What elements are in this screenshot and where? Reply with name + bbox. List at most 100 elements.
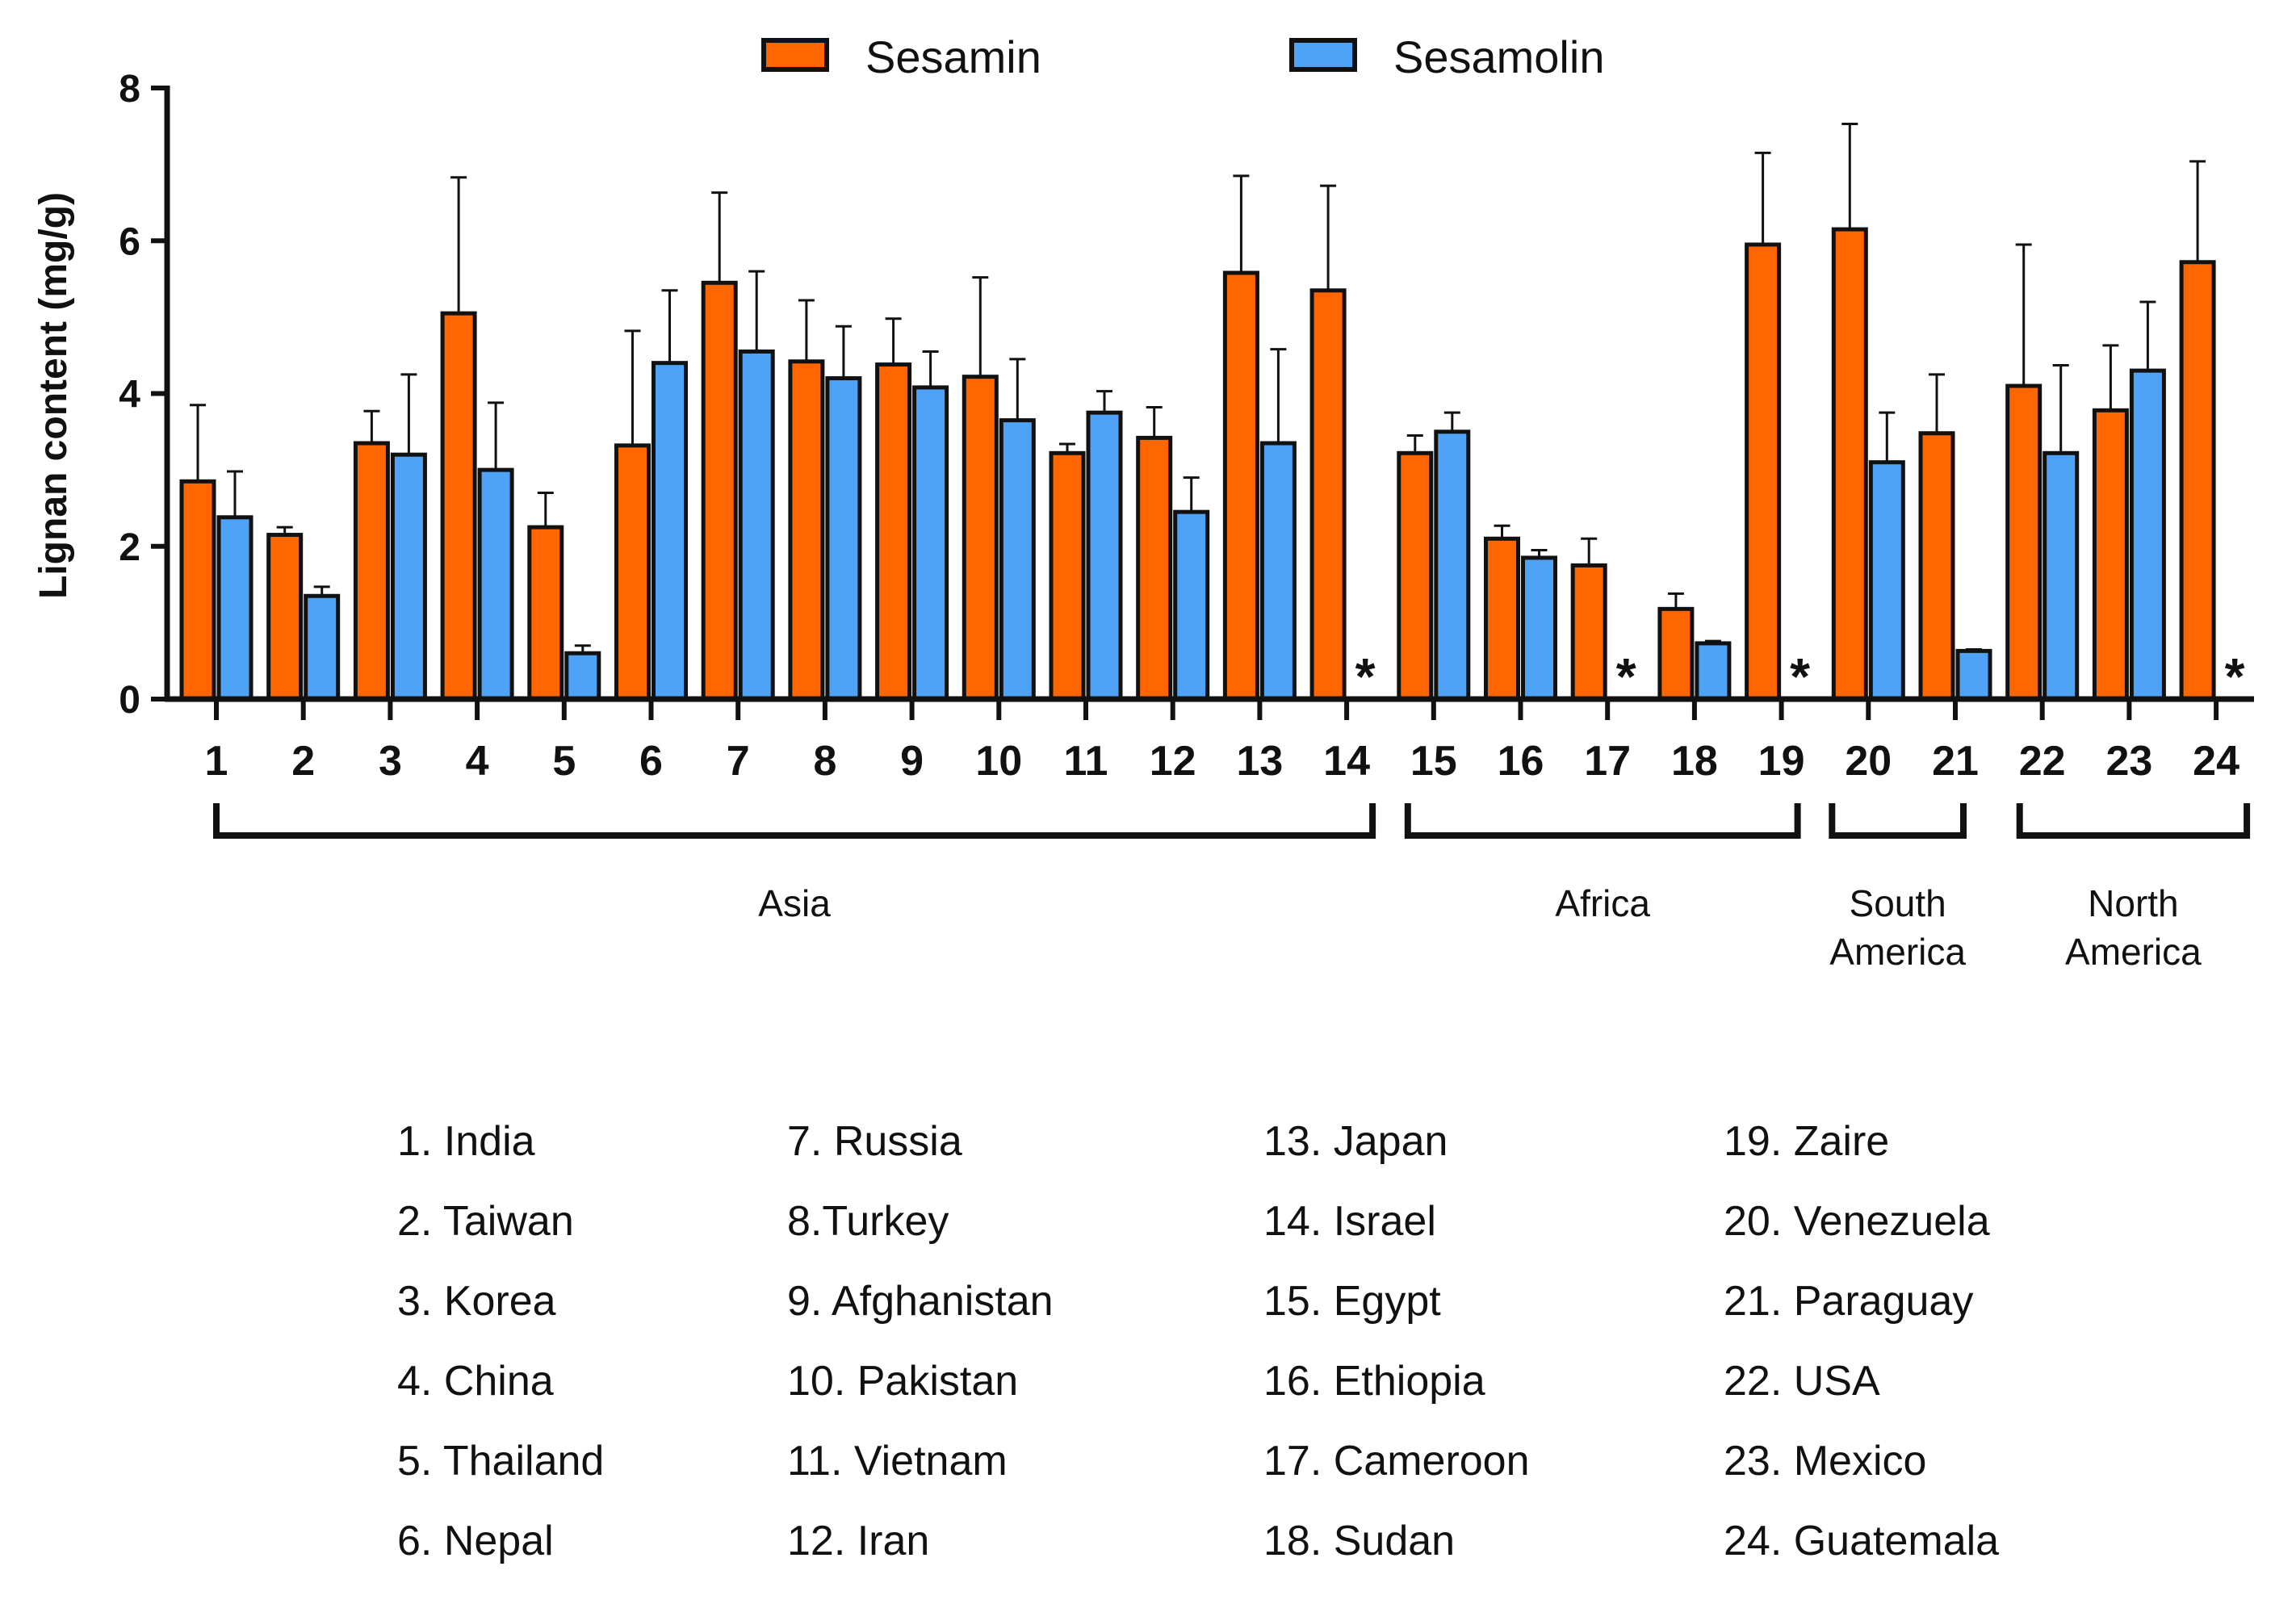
y-tick-label: 6 [119, 220, 140, 263]
sesamin-bar [266, 533, 304, 701]
country-legend-entry: 3. Korea [397, 1278, 556, 1325]
error-bars [190, 122, 2206, 654]
sesamolin-bar [1434, 429, 1471, 701]
sesamolin-bar [999, 418, 1036, 701]
sesamolin-bar [564, 651, 601, 701]
country-legend-entry: 2. Taiwan [397, 1198, 574, 1245]
bars [179, 227, 2216, 701]
country-legend-entry: 11. Vietnam [787, 1438, 1008, 1485]
country-legend-entry: 9. Afghanistan [787, 1278, 1054, 1325]
country-legend-entry: 22. USA [1724, 1358, 1880, 1405]
region-label: America [2065, 931, 2202, 973]
country-legend-entry: 10. Pakistan [787, 1358, 1019, 1405]
sesamin-bar [179, 479, 216, 701]
country-legend-entry: 24. Guatemala [1724, 1518, 2000, 1564]
country-legend-entry: 13. Japan [1263, 1118, 1448, 1165]
x-tick-label: 17 [1584, 738, 1631, 785]
x-tick-label: 8 [813, 738, 836, 785]
sesamolin-bar [825, 376, 862, 701]
x-tick-label: 19 [1758, 738, 1805, 785]
country-legend-entry: 19. Zaire [1724, 1118, 1890, 1165]
x-tick-label: 15 [1410, 738, 1457, 785]
sesamin-bar [1918, 431, 1955, 701]
sesamolin-bar [1955, 648, 1992, 701]
region-bracket [1404, 803, 1801, 839]
country-legend-entry: 16. Ethiopia [1263, 1358, 1485, 1405]
not-detected-marker: * [2225, 647, 2245, 706]
sesamolin-bar [2129, 368, 2166, 701]
country-legend-entry: 8.Turkey [787, 1198, 949, 1245]
sesamolin-bar [738, 349, 775, 701]
x-tick-label: 2 [291, 738, 315, 785]
region-bracket [2016, 803, 2251, 839]
country-legend: 1. India 2. Taiwan 3. Korea 4. China 5. … [0, 1102, 2296, 1602]
axes [151, 86, 2254, 720]
sesamolin-bar [1173, 509, 1210, 701]
country-legend-entry: 12. Iran [787, 1518, 930, 1564]
x-tick-label: 14 [1323, 738, 1370, 785]
legend-swatch [761, 38, 829, 72]
not-detected-marker: * [1790, 647, 1810, 706]
sesamin-bar [1657, 606, 1695, 701]
region-label: Asia [758, 882, 831, 924]
sesamin-bar [614, 443, 651, 701]
sesamolin-bar [1868, 460, 1905, 701]
x-tick-label: 12 [1150, 738, 1196, 785]
sesamin-bar [1136, 435, 1173, 701]
sesamolin-bar [652, 361, 688, 701]
country-legend-entry: 23. Mexico [1724, 1438, 1927, 1485]
sesamin-bar [788, 359, 825, 701]
x-tick-label: 23 [2105, 738, 2152, 785]
sesamin-bar [1484, 536, 1520, 701]
y-tick-label: 8 [119, 68, 140, 111]
country-legend-entry: 6. Nepal [397, 1518, 554, 1564]
country-legend-column: 19. Zaire 20. Venezuela 21. Paraguay 22.… [1724, 1102, 2240, 1581]
x-tick-label: 1 [205, 738, 228, 785]
x-tick-label: 24 [2193, 738, 2239, 785]
country-legend-entry: 14. Israel [1263, 1198, 1436, 1245]
region-label: Africa [1555, 882, 1650, 924]
sesamin-bar [962, 375, 999, 701]
x-tick-label: 3 [379, 738, 402, 785]
legend-label: Sesamolin [1393, 31, 1604, 82]
not-detected-marker: * [1616, 647, 1636, 706]
series-legend: Sesamin Sesamolin [761, 31, 1604, 82]
sesamolin-bar [1086, 410, 1123, 701]
country-legend-entry: 20. Venezuela [1724, 1198, 1990, 1245]
x-tick-label: 10 [975, 738, 1022, 785]
sesamolin-bar [390, 452, 427, 701]
sesamin-bar [527, 525, 564, 701]
country-legend-column: 7. Russia 8.Turkey 9. Afghanistan 10. Pa… [787, 1102, 1304, 1581]
country-legend-entry: 4. China [397, 1358, 554, 1405]
region-label: America [1829, 931, 1966, 973]
x-tick-label: 7 [727, 738, 750, 785]
country-legend-entry: 21. Paraguay [1724, 1278, 1974, 1325]
sesamolin-bar [1521, 555, 1557, 701]
region-bracket [1829, 803, 1967, 839]
sesamolin-bar [477, 467, 514, 701]
sesamolin-bar [912, 385, 949, 701]
sesamin-bar [353, 441, 390, 701]
region-label: South [1850, 882, 1946, 924]
sesamin-bar [1309, 288, 1347, 701]
sesamin-bar [2005, 383, 2043, 701]
x-tick-label: 22 [2019, 738, 2066, 785]
x-tick-label: 21 [1932, 738, 1979, 785]
x-tick-label: 20 [1845, 738, 1892, 785]
sesamin-bar [1745, 242, 1782, 701]
sesamin-bar [2179, 260, 2216, 701]
country-legend-column: 1. India 2. Taiwan 3. Korea 4. China 5. … [397, 1102, 914, 1581]
sesamin-bar [1049, 450, 1086, 701]
x-tick-label: 6 [639, 738, 663, 785]
country-legend-entry: 18. Sudan [1263, 1518, 1456, 1564]
sesamin-bar [1831, 227, 1868, 701]
sesamolin-bar [304, 593, 341, 701]
sesamin-bar [1570, 563, 1607, 701]
region-label: North [2088, 882, 2178, 924]
not-detected-marker: * [1355, 647, 1376, 706]
sesamin-bar [440, 311, 477, 701]
sesamin-bar [1397, 450, 1434, 701]
legend-label: Sesamin [865, 31, 1041, 82]
sesamin-bar [701, 280, 738, 701]
